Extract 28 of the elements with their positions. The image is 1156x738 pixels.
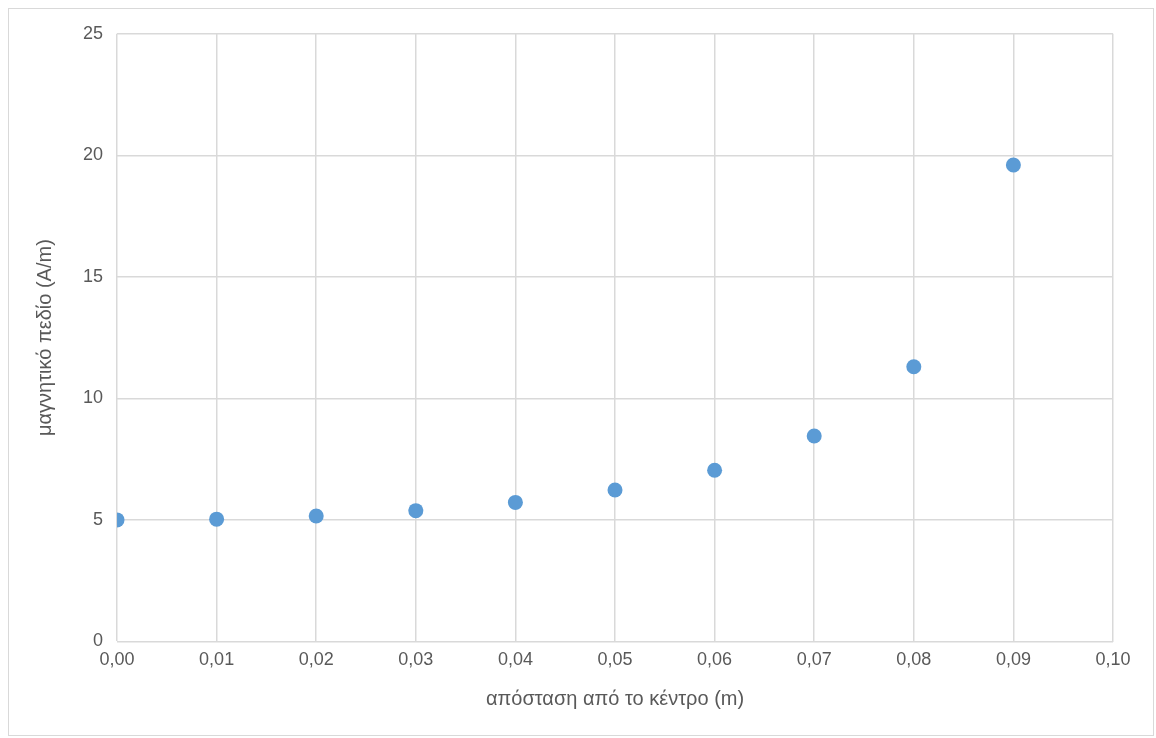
- x-tick-label: 0,07: [796, 649, 832, 670]
- x-tick-label: 0,10: [1095, 649, 1131, 670]
- x-tick-label: 0,03: [398, 649, 434, 670]
- x-tick-label: 0,02: [298, 649, 334, 670]
- x-tick-label: 0,04: [497, 649, 533, 670]
- point: [806, 428, 822, 444]
- y-axis-title: μαγνητικό πεδίο (A/m): [32, 239, 55, 437]
- x-tick-label: 0,00: [99, 649, 135, 670]
- point: [607, 482, 623, 498]
- y-tick-label: 20: [82, 144, 104, 165]
- y-tick-label: 5: [93, 508, 104, 529]
- point: [1005, 157, 1021, 173]
- y-tick-label: 25: [82, 22, 104, 43]
- y-tick-label: 10: [82, 387, 104, 408]
- x-tick-label: 0,05: [597, 649, 633, 670]
- y-tick-label: 15: [82, 265, 104, 286]
- x-axis-title: απόσταση από το κέντρο (m): [485, 686, 745, 709]
- point: [408, 503, 424, 519]
- x-tick-label: 0,01: [199, 649, 235, 670]
- point: [906, 359, 922, 375]
- x-tick-label: 0,09: [995, 649, 1031, 670]
- y-tick-label: 0: [93, 630, 104, 651]
- point: [507, 494, 523, 510]
- x-tick-label: 0,06: [697, 649, 733, 670]
- point: [707, 462, 723, 478]
- point: [209, 511, 225, 527]
- x-tick-label: 0,08: [896, 649, 932, 670]
- point: [308, 508, 324, 524]
